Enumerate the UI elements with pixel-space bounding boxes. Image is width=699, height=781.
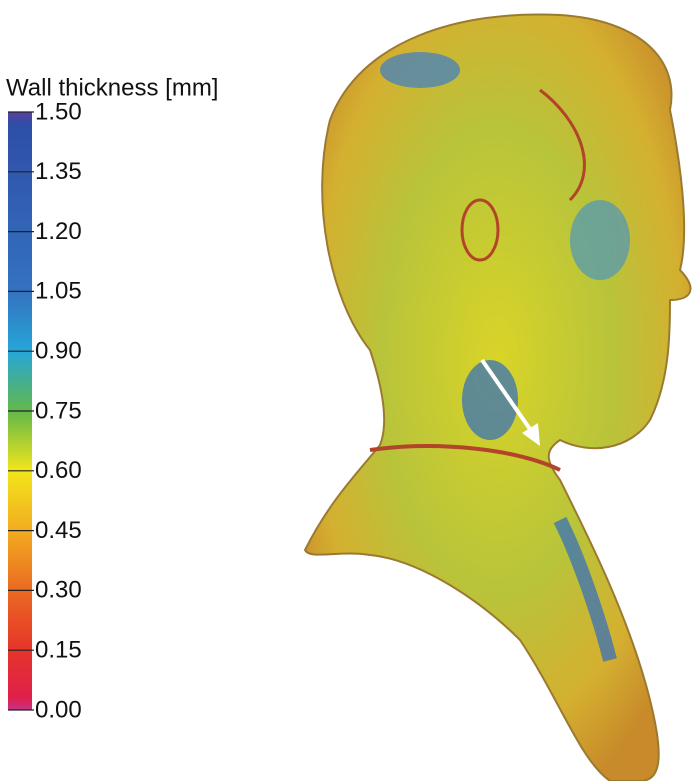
tick-label: 1.20: [35, 218, 82, 245]
tick-label: 1.35: [35, 158, 82, 185]
colorbar: 1.50 1.35 1.20 1.05 0.90 0.75 0.60 0.45 0.30 0.15…: [8, 98, 82, 723]
tick-label: 0.00: [35, 696, 82, 723]
tick-label: 0.15: [35, 637, 82, 664]
tick-label: 0.45: [35, 517, 82, 544]
tick-label: 1.50: [35, 98, 82, 125]
tick-label: 0.60: [35, 457, 82, 484]
figure: Wall thickness [mm] 1.50 1.35 1.20 1.05 0.90…: [0, 0, 699, 781]
bust: [305, 14, 690, 781]
tick-label: 0.30: [35, 577, 82, 604]
colorbar-title: Wall thickness [mm]: [6, 74, 218, 101]
tick-label: 0.75: [35, 397, 82, 424]
tick-label: 1.05: [35, 278, 82, 305]
tick-label: 0.90: [35, 338, 82, 365]
